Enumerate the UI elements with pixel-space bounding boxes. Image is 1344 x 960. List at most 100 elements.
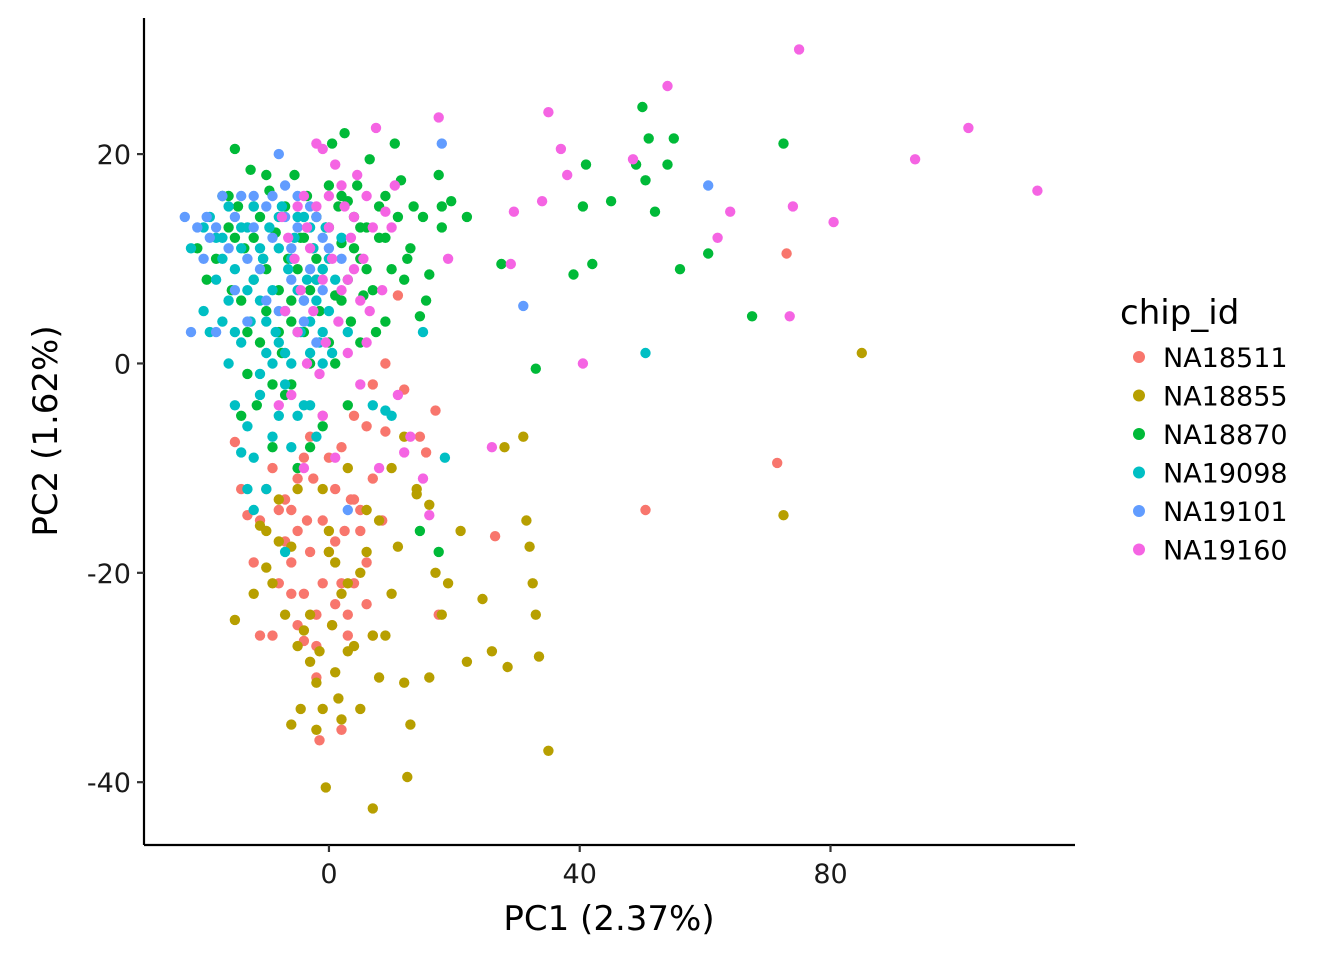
point-na19160-62 bbox=[317, 143, 328, 155]
point-na18511-59 bbox=[254, 630, 266, 641]
point-na18870-84 bbox=[242, 368, 253, 380]
point-na19160-49 bbox=[308, 305, 319, 317]
point-na19101-30 bbox=[210, 326, 222, 338]
point-na18870-69 bbox=[254, 211, 266, 223]
point-na18855-67 bbox=[317, 483, 328, 495]
point-na18855-51 bbox=[229, 614, 241, 626]
point-na18511-45 bbox=[355, 525, 366, 537]
point-na18855-50 bbox=[248, 588, 259, 599]
point-na18855-60 bbox=[342, 578, 353, 589]
point-na18870-5 bbox=[662, 159, 673, 170]
point-na18870-95 bbox=[254, 337, 266, 348]
legend-label-na18870: NA18870 bbox=[1163, 420, 1288, 451]
point-na19098-39 bbox=[323, 305, 335, 317]
point-na19101-42 bbox=[317, 232, 328, 243]
point-na19160-1 bbox=[963, 122, 974, 134]
point-na18855-29 bbox=[355, 567, 366, 578]
point-na18870-102 bbox=[298, 232, 310, 243]
point-na19098-85 bbox=[236, 222, 247, 233]
point-na19098-78 bbox=[229, 326, 241, 338]
point-na19098-57 bbox=[248, 504, 259, 516]
point-na19098-58 bbox=[223, 358, 234, 369]
point-na19098-21 bbox=[267, 285, 278, 296]
point-na19098-76 bbox=[304, 347, 316, 359]
point-na19160-46 bbox=[317, 274, 328, 285]
point-na18870-16 bbox=[530, 363, 541, 374]
point-na19160-75 bbox=[298, 462, 310, 474]
point-na19098-51 bbox=[317, 358, 328, 369]
point-na18511-12 bbox=[361, 421, 372, 432]
point-na18870-3 bbox=[674, 264, 686, 275]
point-na18855-57 bbox=[367, 803, 378, 814]
point-na18870-42 bbox=[339, 128, 350, 139]
point-na19160-25 bbox=[389, 180, 400, 191]
point-na18855-52 bbox=[304, 656, 316, 667]
point-na18855-6 bbox=[524, 541, 535, 552]
point-na19098-12 bbox=[229, 264, 241, 275]
point-na18855-48 bbox=[261, 562, 272, 573]
legend-label-na19098: NA19098 bbox=[1163, 459, 1288, 490]
point-na18855-38 bbox=[317, 703, 328, 715]
point-na19160-42 bbox=[330, 159, 341, 170]
point-na18855-65 bbox=[411, 489, 422, 500]
legend-label-na18855: NA18855 bbox=[1163, 382, 1288, 413]
point-na18870-19 bbox=[446, 196, 457, 207]
point-na19098-74 bbox=[279, 347, 291, 359]
point-na18511-2 bbox=[640, 504, 651, 516]
point-na19098-23 bbox=[273, 243, 284, 254]
point-na18855-3 bbox=[533, 651, 545, 662]
point-na18511-1 bbox=[772, 457, 783, 469]
point-na18870-96 bbox=[236, 295, 247, 306]
point-na19098-4 bbox=[380, 405, 391, 416]
axes bbox=[142, 18, 1075, 847]
point-na18511-6 bbox=[430, 405, 441, 416]
point-na18855-42 bbox=[298, 625, 310, 636]
point-na19160-69 bbox=[292, 201, 303, 212]
point-na18855-5 bbox=[527, 578, 538, 589]
point-na19160-15 bbox=[536, 196, 548, 207]
point-na19101-22 bbox=[286, 243, 297, 254]
legend-label-na19160: NA19160 bbox=[1163, 536, 1288, 567]
point-na19098-2 bbox=[417, 326, 429, 338]
point-na18855-12 bbox=[477, 593, 488, 605]
point-na19101-9 bbox=[204, 232, 215, 243]
point-na19160-8 bbox=[712, 232, 723, 243]
point-na18870-124 bbox=[399, 274, 410, 285]
point-na19160-57 bbox=[283, 232, 294, 243]
point-na18870-73 bbox=[242, 326, 253, 338]
point-na18855-8 bbox=[518, 431, 529, 442]
point-na18855-33 bbox=[333, 693, 344, 704]
point-na18511-0 bbox=[781, 248, 792, 259]
point-na18511-3 bbox=[489, 531, 501, 542]
point-na19160-23 bbox=[399, 447, 410, 458]
point-na19160-65 bbox=[361, 190, 372, 202]
point-na18855-0 bbox=[856, 347, 867, 359]
point-na18855-46 bbox=[273, 536, 284, 547]
point-na18870-4 bbox=[668, 133, 679, 144]
point-na18855-59 bbox=[330, 557, 341, 568]
point-na19101-17 bbox=[254, 264, 266, 275]
point-na18870-79 bbox=[223, 222, 234, 233]
legend-items: NA18511 NA18855 NA18870 NA19098 NA19101 NA191… bbox=[1133, 343, 1288, 567]
point-na18855-54 bbox=[286, 719, 297, 730]
point-na19160-55 bbox=[289, 253, 300, 264]
point-na19098-19 bbox=[261, 347, 272, 359]
point-na18511-40 bbox=[317, 515, 328, 526]
point-na18870-109 bbox=[392, 211, 404, 223]
point-na19098-11 bbox=[223, 295, 234, 306]
point-na18870-110 bbox=[405, 243, 416, 254]
y-tick-label: 20 bbox=[97, 140, 131, 171]
point-na18870-15 bbox=[568, 269, 579, 280]
point-na19160-21 bbox=[417, 473, 429, 484]
point-na19098-72 bbox=[254, 368, 266, 380]
point-na19098-55 bbox=[236, 447, 247, 458]
point-na18511-53 bbox=[308, 473, 319, 484]
data-points bbox=[179, 44, 1043, 814]
point-na19098-66 bbox=[261, 316, 272, 327]
point-na18511-62 bbox=[330, 536, 341, 547]
point-na19160-39 bbox=[339, 201, 350, 212]
point-na18511-9 bbox=[380, 426, 391, 437]
y-tick-label: -40 bbox=[87, 768, 131, 799]
point-na19160-59 bbox=[276, 211, 288, 223]
point-na18855-69 bbox=[342, 462, 353, 474]
